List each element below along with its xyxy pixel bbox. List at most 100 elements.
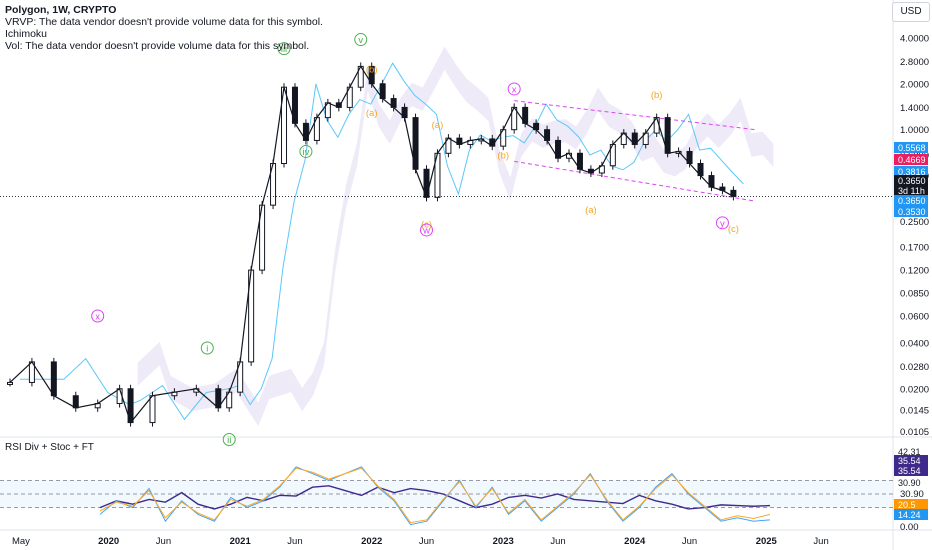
indicator-tick-label: 0.00 [900,522,919,533]
price-tick-label: 1.4000 [900,103,929,114]
time-axis-label: Jun [419,536,434,547]
candle-body [149,395,156,424]
price-tick-label: 0.0280 [900,362,929,373]
ichimoku-cloud [137,46,774,426]
vrvp-legend[interactable]: VRVP: The data vendor doesn't provide vo… [5,16,323,28]
price-tag: 0.3530 [898,207,926,217]
wave-label: i [206,344,208,355]
price-tick-label: 1.0000 [900,125,929,136]
time-axis-label: 2025 [756,536,778,547]
time-axis-label: 2024 [624,536,646,547]
wave-label: (c) [728,224,739,235]
wave-label: (b) [497,151,509,162]
wave-label-circle [354,33,368,47]
wave-label: y [720,218,725,229]
wave-label: iv [302,147,309,158]
wave-label-circle [200,341,214,355]
price-tag: 0.3816 [898,167,926,177]
indicator-series-line [99,466,771,526]
time-axis-label: Jun [813,536,828,547]
price-tick-label: 0.2500 [900,217,929,228]
wave-label-circle [507,82,521,96]
price-tag: 0.5568 [898,143,926,153]
indicator-tag-bg [894,465,928,476]
indicator-tag: 14.24 [898,510,921,520]
time-axis-label: May [12,536,30,547]
candle-body [50,361,57,397]
price-tag: 3d 11h [898,186,925,196]
ichimoku-legend[interactable]: Ichimoku [5,28,48,40]
wave-label-circle [277,42,291,56]
price-tick-label: 0.1200 [900,266,929,277]
wave-label: (c) [421,220,432,231]
price-tick-label: 2.8000 [900,57,929,68]
price-tag-bg [894,142,928,153]
price-tag-bg [894,195,928,206]
price-tag-bg [894,166,928,177]
indicator-tag: 42.31 [898,447,921,457]
indicator-tag: 30.90 [898,478,921,488]
price-tag: 0.3650 [898,196,926,206]
wave-label: v [358,35,363,46]
price-tick-label: 0.0850 [900,288,929,299]
price-tick-label: 0.0400 [900,338,929,349]
price-tag-bg [894,154,928,165]
indicator-tag: 20.5 [898,500,916,510]
candle-body [7,381,13,385]
price-tag-bg [894,175,928,186]
price-tick-label: 4.0000 [900,33,929,44]
time-axis-label: Jun [287,536,302,547]
price-tick-label: 0.0200 [900,384,929,395]
price-tick-label: 0.0145 [900,406,929,417]
wave-label-circle [91,309,105,323]
indicator-tag-bg [894,477,928,488]
indicator-tag: 35.54 [898,466,921,476]
price-line [9,65,734,424]
indicator-tag-bg [894,455,928,466]
wave-label: w [422,225,430,236]
time-axis-label: 2022 [361,536,382,547]
indicator-tag: 35.54 [898,456,921,466]
symbol-title[interactable]: Polygon, 1W, CRYPTO [5,4,117,16]
price-tick-label: 0.0600 [900,312,929,323]
indicator-tag-bg [894,446,928,457]
channel-lower-line [514,160,756,202]
price-tick-label: 0.1700 [900,243,929,254]
indicator-title[interactable]: RSI Div + Stoc + FT [5,442,94,453]
channel-upper-line [514,100,756,131]
price-tag: 0.3650 [898,176,926,186]
vol-legend[interactable]: Vol: The data vendor doesn't provide vol… [5,40,310,52]
time-axis-label: Jun [550,536,565,547]
time-axis-label: 2023 [493,536,514,547]
indicator-series-line [99,467,771,524]
currency-button[interactable]: USD [892,2,930,22]
indicator-series-line [99,485,771,510]
wave-label-circle [420,223,433,237]
indicator-tick-label: 30.90 [900,489,924,500]
wave-label-circle [715,216,729,230]
time-axis-label: 2021 [230,536,252,547]
wave-label-circle [299,144,313,158]
wave-label: (a) [366,108,378,119]
price-tag: 0.4669 [898,155,926,165]
indicator-tag-bg [894,509,928,520]
price-tag-bg [894,206,928,217]
time-axis-label: Jun [682,536,697,547]
wave-label: (a) [585,205,597,216]
wave-label: ii [227,435,231,446]
wave-label: x [512,84,517,95]
price-tick-label: 0.0105 [900,427,929,438]
candle-body [116,388,123,405]
wave-label: x [95,312,100,323]
candle-body [72,395,79,409]
wave-label: iii [281,44,287,55]
wave-label: (a) [432,120,444,131]
price-tick-label: 2.0000 [900,79,929,90]
time-axis-label: Jun [156,536,171,547]
indicator-tag-bg [894,499,928,510]
time-axis-label: 2020 [98,536,119,547]
wave-label: (b) [651,90,663,101]
wave-label-circle [222,432,236,446]
